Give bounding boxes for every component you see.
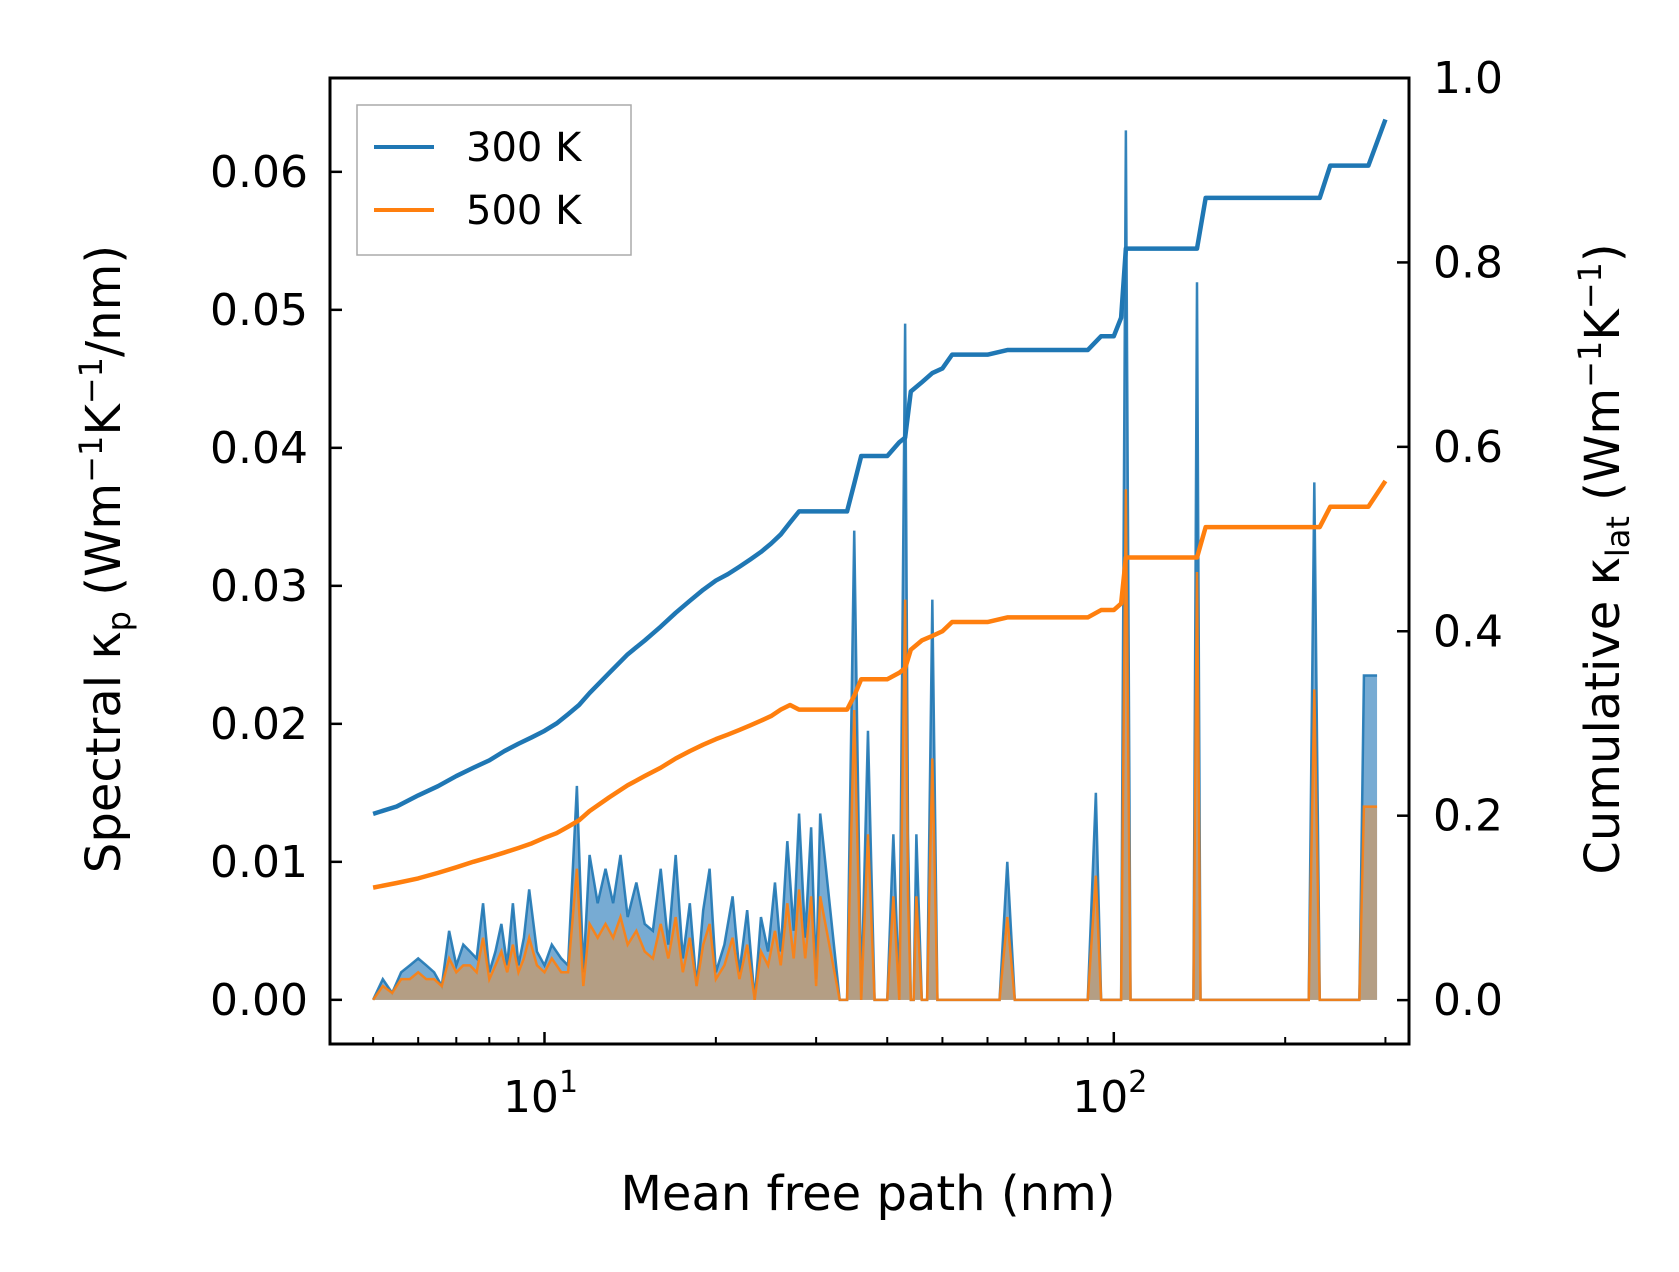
spectral-fills [371,130,1378,1002]
cumulative-line-300K [372,118,1388,816]
spectral-300K-area [373,130,1378,1000]
x-tick-label: 101 [503,1065,578,1123]
legend-box [356,104,632,256]
y-left-tick-label: 0.02 [210,699,308,750]
x-axis-label: Mean free path (nm) [621,1166,1116,1222]
y-right-tick-label: 0.4 [1433,606,1503,657]
spectral-500K-line [372,489,1378,1002]
y-left-tick-label: 0.03 [210,561,308,612]
y-right-tick-label: 0.6 [1433,422,1503,473]
y-left-tick-label: 0.00 [210,975,308,1026]
plot-frame [328,76,1411,1046]
y-left-tick-label: 0.06 [210,147,308,198]
spectral-500K-area [373,489,1378,1000]
y-left-tick-label: 0.04 [210,423,308,474]
cumulative-lines [372,118,1388,890]
y-right-tick-label: 0.2 [1433,791,1503,842]
y-right-tick-label: 0.8 [1433,237,1503,288]
y-left-tick-label: 0.01 [210,837,308,888]
y-axis-label-right: Cumulative κlat (Wm−1K−1) [1571,243,1637,874]
legend-label-300K: 300 K [466,125,583,171]
x-tick-label: 102 [1072,1065,1147,1123]
axis-ticks: 0.00 0.01 0.02 0.03 0.04 0.05 0.06 0.0 0.2 0.4 0.6… [210,53,1503,1123]
y-right-tick-label: 0.0 [1433,975,1503,1026]
y-right-tick-label: 1.0 [1433,53,1503,104]
y-axis-label-left: Spectral κp (Wm−1K−1/nm) [72,245,138,873]
legend-label-500K: 500 K [466,188,583,234]
legend: 300 K 500 K [356,104,632,256]
y-left-tick-label: 0.05 [210,285,308,336]
cumulative-line-500K [372,479,1388,890]
spectral-300K-line [371,130,1378,1002]
